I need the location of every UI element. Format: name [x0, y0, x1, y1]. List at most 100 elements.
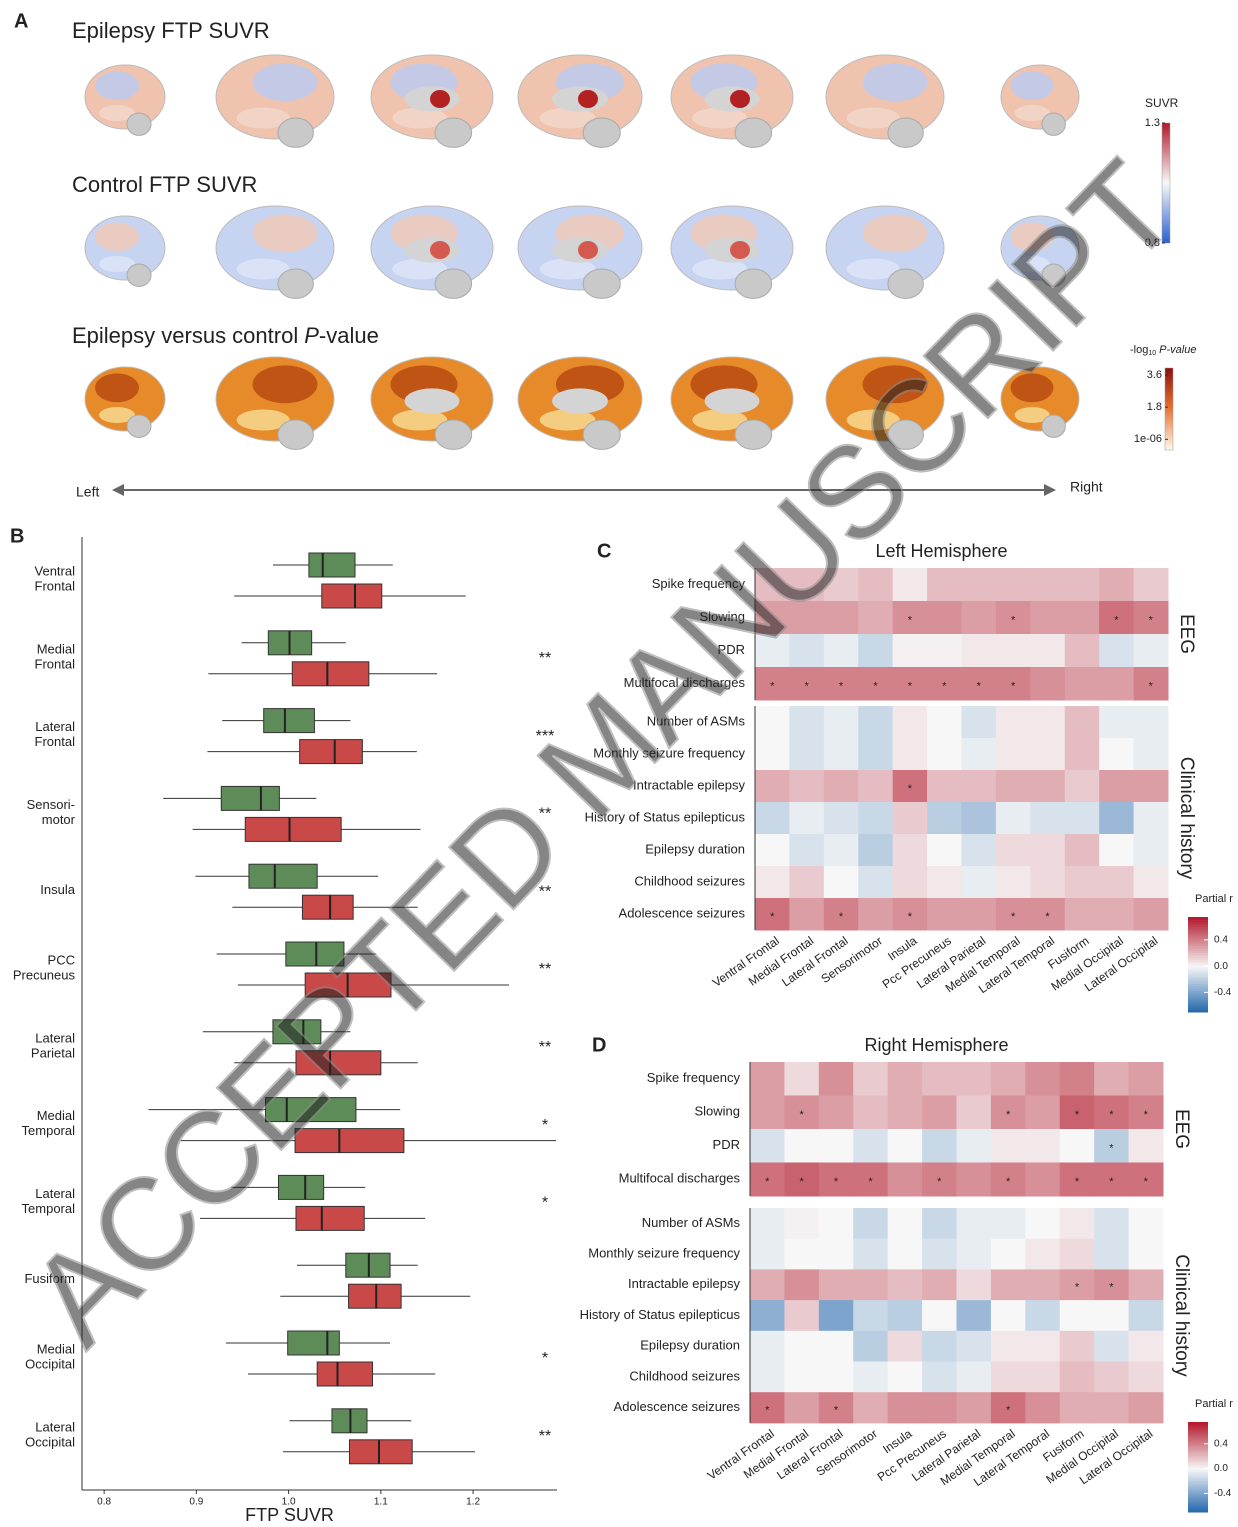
- colorbar-tick-label: 0.4: [1214, 935, 1228, 946]
- heatmap-cell: [1134, 834, 1169, 867]
- heatmap-cell: [1030, 667, 1065, 701]
- box: [296, 1206, 364, 1230]
- significance: *: [1149, 614, 1154, 626]
- heatmap-cell: [893, 834, 928, 867]
- heatmap-cell: [784, 1208, 819, 1239]
- heatmap-cell: [1060, 1300, 1095, 1331]
- heatmap-cell: [853, 1331, 888, 1362]
- heatmap-cell: [755, 834, 790, 867]
- heatmap-cell: [1065, 601, 1100, 635]
- heatmap-cell: [1025, 1163, 1060, 1197]
- heatmap-cell: [853, 1096, 888, 1130]
- heatmap-cell: [1060, 1362, 1095, 1393]
- heatmap-cell: [1129, 1062, 1164, 1096]
- colorbar-tick-label: 1.8: [1147, 401, 1162, 413]
- heatmap-cell: [1025, 1096, 1060, 1130]
- box: [221, 786, 279, 810]
- heatmap-cell: [1129, 1129, 1164, 1163]
- heatmap-cell: [1030, 770, 1065, 803]
- heatmap-cell: [893, 802, 928, 835]
- colorbar-title: SUVR: [1145, 96, 1179, 110]
- heatmap-cell: [957, 1392, 992, 1423]
- significance: *: [908, 680, 913, 692]
- panel-label: D: [592, 1034, 606, 1056]
- box: [322, 584, 382, 608]
- brain-medial: [552, 388, 608, 413]
- heatmap-cell: [996, 834, 1031, 867]
- category-line: Medial: [37, 1109, 75, 1124]
- heatmap-cell: [991, 1129, 1026, 1163]
- row-label: Adolescence seizures: [614, 1399, 741, 1414]
- heatmap-cell: [996, 706, 1031, 739]
- box: [309, 553, 355, 577]
- heatmap-cell: [750, 1208, 785, 1239]
- axis-end-label: Left: [76, 484, 99, 500]
- heatmap-cell: [789, 802, 824, 835]
- heatmap-cell: [1065, 898, 1100, 931]
- heatmap-cell: [922, 1331, 957, 1362]
- colorbar-tick-label: 0.4: [1214, 1438, 1228, 1449]
- heatmap-cell: [858, 634, 893, 668]
- heatmap-cell: [1099, 738, 1134, 771]
- heatmap-cell: [927, 568, 962, 602]
- heatmap-cell: [1129, 1392, 1164, 1423]
- heatmap-cell: [996, 802, 1031, 835]
- row-label: Epilepsy duration: [640, 1338, 740, 1353]
- heatmap-cell: [957, 1129, 992, 1163]
- cerebellum: [278, 269, 313, 298]
- heatmap-cell: [888, 1300, 923, 1331]
- brain-region: [1011, 71, 1054, 100]
- heatmap-cell: [922, 1269, 957, 1300]
- heatmap-cell: [819, 1300, 854, 1331]
- heatmap-cell: [962, 898, 997, 931]
- heatmap-cell: [1134, 634, 1169, 668]
- heatmap-cell: [853, 1208, 888, 1239]
- heatmap-cell: [819, 1208, 854, 1239]
- heatmap-cell: [784, 1331, 819, 1362]
- colorbar-title: -log10P-value: [1130, 344, 1196, 357]
- heatmap-cell: [996, 738, 1031, 771]
- significance: *: [942, 680, 947, 692]
- heatmap-cell: [1065, 634, 1100, 668]
- heatmap-cell: [957, 1163, 992, 1197]
- panel-label: B: [10, 525, 24, 547]
- heatmap-cell: [996, 770, 1031, 803]
- group-label: EEG: [1176, 614, 1197, 654]
- significance: **: [539, 961, 551, 978]
- box: [245, 817, 341, 841]
- significance: *: [542, 1117, 548, 1134]
- figure: AEpilepsy FTP SUVRControl FTP SUVREpilep…: [0, 0, 1238, 1527]
- heatmap-cell: [1030, 601, 1065, 635]
- colorbar-step: [1188, 1422, 1208, 1425]
- heatmap-cell: [1060, 1129, 1095, 1163]
- heatmap-cell: [824, 706, 859, 739]
- brain-region: [253, 214, 318, 252]
- heatmap-cell: [1134, 568, 1169, 602]
- heatmap-cell: [1129, 1269, 1164, 1300]
- x-tick-label: 0.9: [189, 1497, 203, 1508]
- significance: *: [1144, 1176, 1149, 1188]
- box: [300, 740, 363, 764]
- heatmap-cell: [1065, 738, 1100, 771]
- category-line: Frontal: [35, 657, 76, 672]
- heatmap-cell: [789, 866, 824, 899]
- category-label: MedialFrontal: [35, 642, 76, 672]
- heatmap-cell: [1129, 1239, 1164, 1270]
- category-label: LateralFrontal: [35, 720, 76, 750]
- heatmap-cell: [888, 1392, 923, 1423]
- heatmap-cell: [1065, 866, 1100, 899]
- category-label: MedialOccipital: [25, 1342, 75, 1372]
- heatmap-cell: [1134, 770, 1169, 803]
- brain-region: [863, 63, 928, 101]
- significance: *: [834, 1176, 839, 1188]
- heatmap-cell: [1025, 1269, 1060, 1300]
- category-line: Precuneus: [13, 968, 76, 983]
- heatmap-cell: [819, 1269, 854, 1300]
- cerebellum: [127, 415, 151, 437]
- heatmap-cell: [858, 770, 893, 803]
- colorbar-title: Partial r: [1195, 893, 1233, 905]
- significance: **: [539, 1428, 551, 1445]
- heatmap-cell: [1134, 866, 1169, 899]
- heatmap-cell: [784, 1062, 819, 1096]
